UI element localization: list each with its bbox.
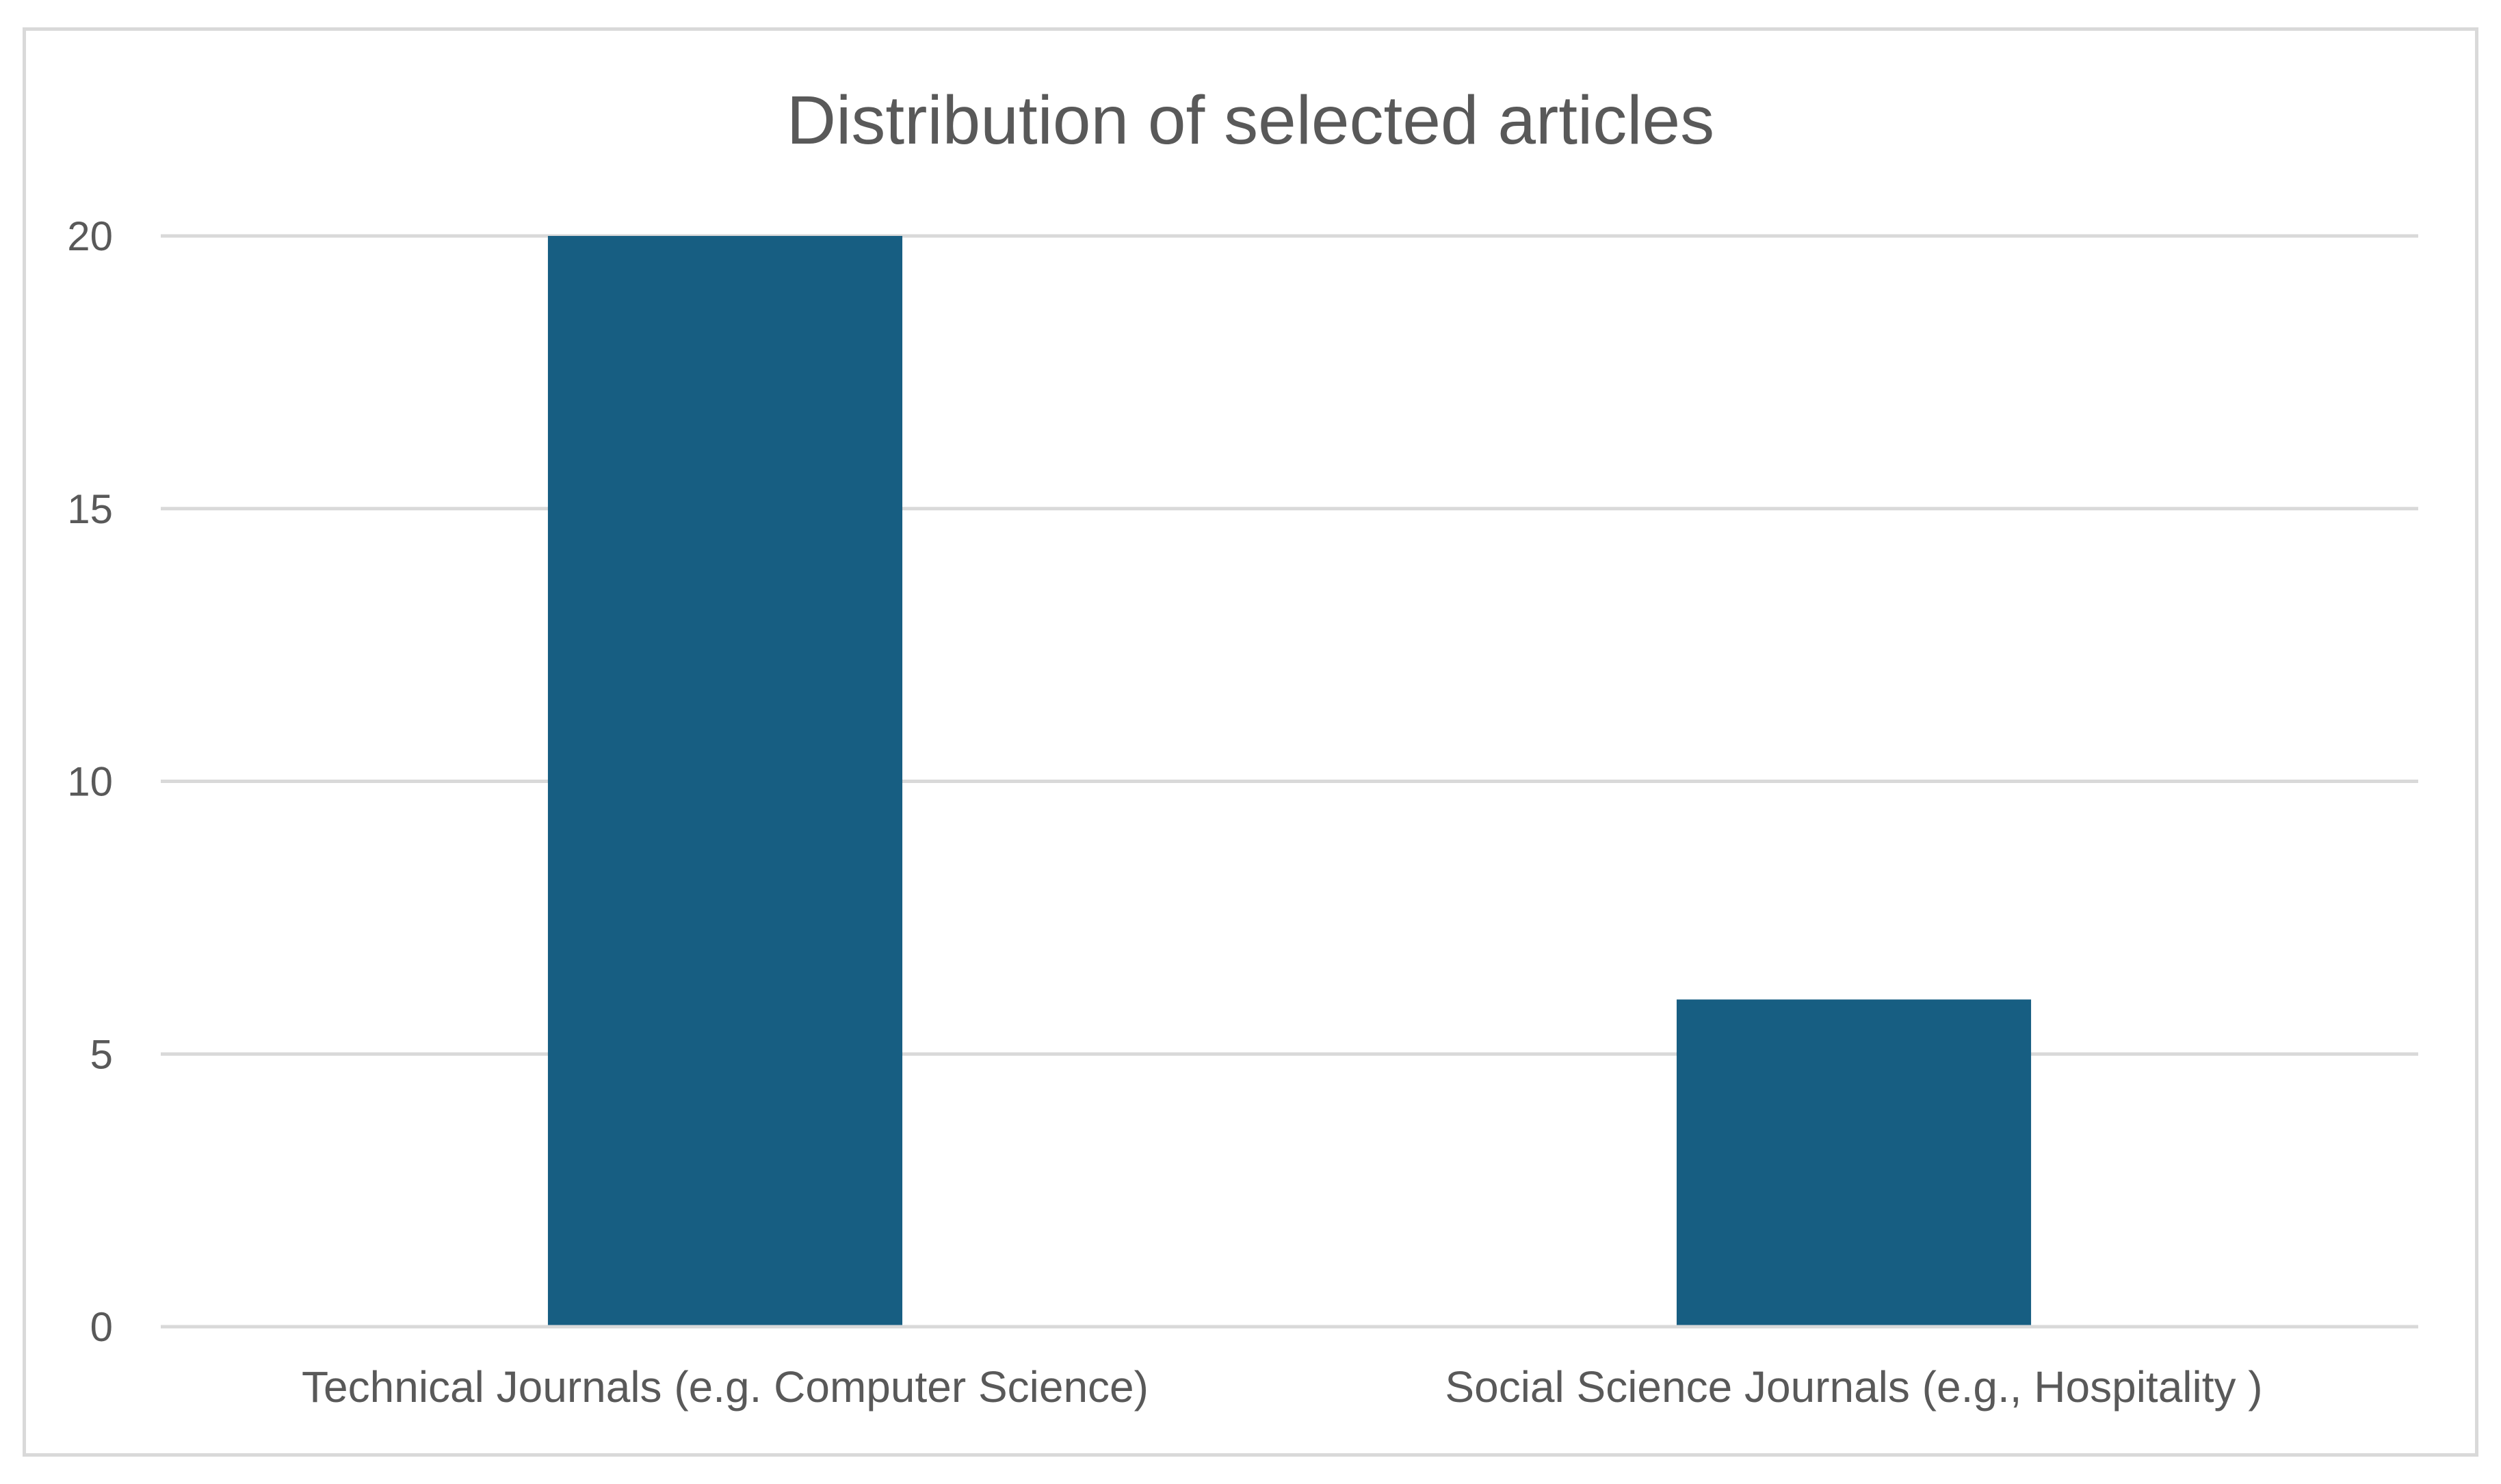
x-axis-categories: Technical Journals (e.g. Computer Scienc… [302, 1362, 2263, 1412]
y-tick-label: 10 [67, 759, 113, 805]
bars [161, 236, 2418, 1329]
bar-2 [1676, 999, 2032, 1327]
gridlines [161, 234, 2418, 1329]
y-tick-label: 15 [67, 486, 113, 532]
chart-frame [23, 27, 2478, 1457]
chart-title: Distribution of selected articles [787, 82, 1714, 159]
y-tick-label: 0 [90, 1304, 113, 1350]
y-axis-ticks: 0 5 10 15 20 [67, 213, 113, 1350]
bar-1 [547, 236, 903, 1327]
y-tick-label: 20 [67, 213, 113, 259]
x-category-label: Technical Journals (e.g. Computer Scienc… [302, 1362, 1149, 1412]
y-tick-label: 5 [90, 1031, 113, 1077]
x-category-label: Social Science Journals (e.g., Hospitali… [1445, 1362, 2262, 1412]
